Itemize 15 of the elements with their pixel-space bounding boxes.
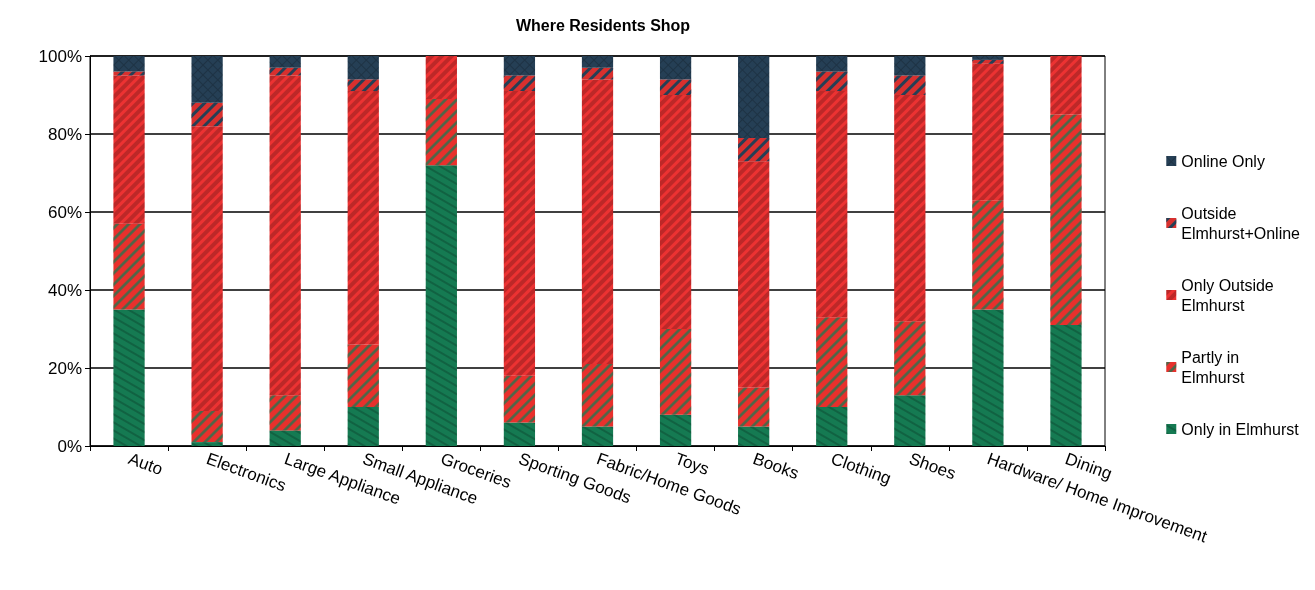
y-tick-label: 0% — [57, 436, 82, 456]
y-tick-label: 60% — [47, 202, 82, 222]
x-tick-label: Books — [750, 449, 802, 484]
legend-label: Only Outside Elmhurst — [1181, 276, 1274, 314]
x-tick-label: Shoes — [906, 449, 959, 484]
y-tick-label: 80% — [47, 124, 82, 144]
legend-label: Partly in Elmhurst — [1181, 348, 1245, 386]
y-tick-label: 20% — [47, 358, 82, 378]
legend-label: Only in Elmhurst — [1181, 420, 1300, 438]
x-tick-label: Auto — [125, 449, 166, 479]
y-tick-label: 40% — [47, 280, 82, 300]
chart-title: Where Residents Shop — [515, 16, 691, 34]
y-tick-label: 100% — [38, 46, 82, 66]
legend-label: Outside Elmhurst+Online — [1181, 204, 1301, 242]
legend-label: Online Only — [1181, 152, 1265, 170]
